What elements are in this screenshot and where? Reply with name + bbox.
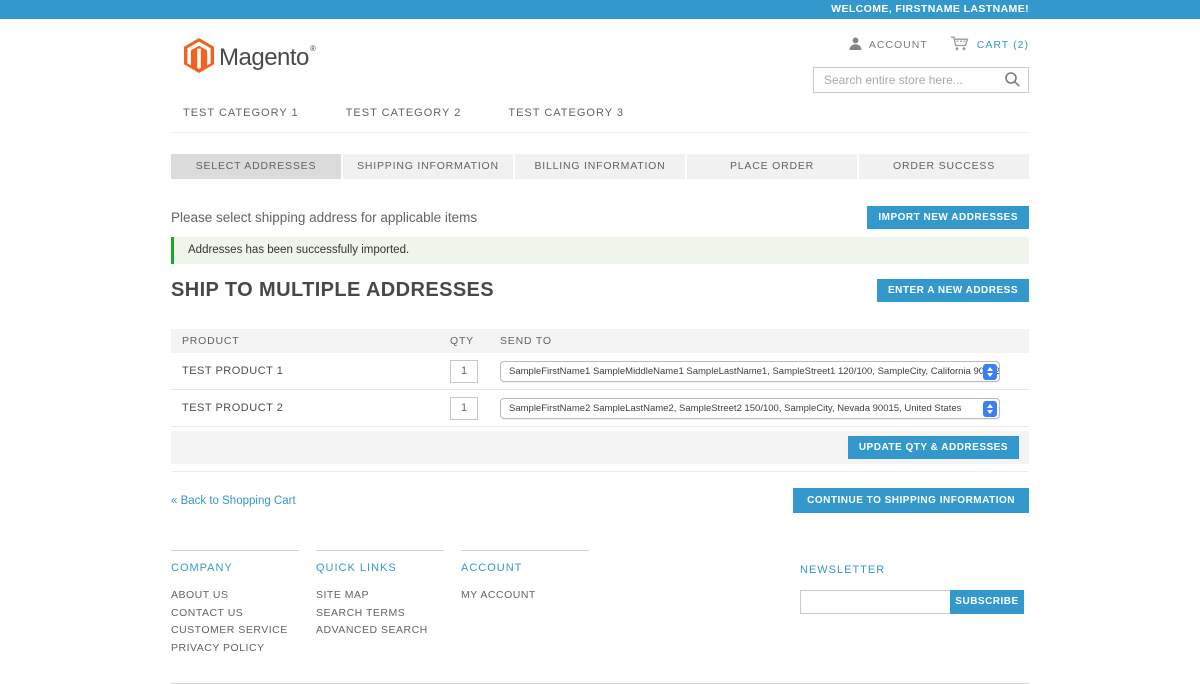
footer-link-search-terms[interactable]: SEARCH TERMS [316, 606, 406, 619]
footer-link-contact-us[interactable]: CONTACT US [171, 606, 244, 619]
footer-link-advanced-search[interactable]: ADVANCED SEARCH [316, 624, 428, 636]
footer-column-quick-links: QUICK LINKS SITE MAP SEARCH TERMS ADVANC… [316, 550, 444, 657]
select-stepper-icon [983, 400, 997, 417]
svg-text:®: ® [310, 44, 316, 53]
footer-column-title: COMPANY [171, 562, 233, 574]
cart-count: (2) [1013, 38, 1029, 51]
product-name: TEST PRODUCT 2 [182, 402, 284, 414]
welcome-message: WELCOME, FIRSTNAME LASTNAME! [831, 3, 1029, 15]
footer-link-about-us[interactable]: ABOUT US [171, 589, 229, 601]
magento-logo-icon: Magento ® [182, 37, 328, 82]
footer-link-my-account[interactable]: MY ACCOUNT [461, 589, 536, 601]
checkout-steps: SELECT ADDRESSES SHIPPING INFORMATION BI… [171, 154, 1029, 179]
step-billing-information: BILLING INFORMATION [515, 154, 685, 179]
step-shipping-information: SHIPPING INFORMATION [343, 154, 513, 179]
table-footer-band: UPDATE QTY & ADDRESSES [171, 431, 1029, 464]
update-qty-addresses-button[interactable]: UPDATE QTY & ADDRESSES [847, 436, 1019, 459]
enter-new-address-button[interactable]: ENTER A NEW ADDRESS [876, 278, 1029, 302]
column-header-product: PRODUCT [182, 335, 240, 347]
newsletter-title: NEWSLETTER [800, 564, 886, 576]
magento-logo[interactable]: Magento ® [182, 37, 328, 93]
bottom-actions: « Back to Shopping Cart CONTINUE TO SHIP… [171, 471, 1029, 513]
product-name: TEST PRODUCT 1 [182, 365, 284, 377]
continue-to-shipping-button[interactable]: CONTINUE TO SHIPPING INFORMATION [793, 488, 1029, 513]
send-to-address-select[interactable]: SampleFirstName2 SampleLastName2, Sample… [500, 397, 1000, 419]
table-row: TEST PRODUCT 1 SampleFirstName1 SampleMi… [171, 353, 1029, 390]
welcome-topbar: WELCOME, FIRSTNAME LASTNAME! [0, 0, 1200, 19]
category-nav: TEST CATEGORY 1 TEST CATEGORY 2 TEST CAT… [171, 93, 1029, 133]
send-to-address-select[interactable]: SampleFirstName1 SampleMiddleName1 Sampl… [500, 360, 1000, 382]
newsletter-email-input[interactable] [800, 590, 950, 614]
step-place-order: PLACE ORDER [687, 154, 857, 179]
step-order-success: ORDER SUCCESS [859, 154, 1029, 179]
address-toolbar: Please select shipping address for appli… [171, 206, 1029, 229]
cart-link[interactable]: CART (2) [950, 36, 1029, 54]
cart-icon [950, 36, 970, 54]
title-row: SHIP TO MULTIPLE ADDRESSES ENTER A NEW A… [171, 274, 1029, 306]
nav-item-test-category-3[interactable]: TEST CATEGORY 3 [508, 107, 625, 119]
column-header-qty: QTY [450, 335, 474, 347]
instruction-text: Please select shipping address for appli… [171, 210, 478, 225]
page-title: SHIP TO MULTIPLE ADDRESSES [171, 278, 495, 301]
page-header: Magento ® ACCOUNT [171, 36, 1029, 93]
footer-link-privacy-policy[interactable]: PRIVACY POLICY [171, 641, 265, 654]
select-stepper-icon [983, 363, 997, 380]
footer-link-customer-service[interactable]: CUSTOMER SERVICE [171, 624, 288, 636]
search-input[interactable] [813, 67, 1029, 93]
subscribe-button[interactable]: SUBSCRIBE [950, 590, 1024, 614]
cart-label: CART [976, 38, 1010, 51]
column-header-send-to: SEND TO [500, 335, 552, 347]
footer-link-site-map[interactable]: SITE MAP [316, 589, 370, 601]
addresses-table: PRODUCT QTY SEND TO TEST PRODUCT 1 Sampl… [171, 329, 1029, 464]
qty-input[interactable] [450, 396, 478, 420]
footer-column-account: ACCOUNT MY ACCOUNT [461, 550, 589, 657]
footer-column-title: QUICK LINKS [316, 562, 397, 574]
step-select-addresses: SELECT ADDRESSES [171, 154, 341, 179]
selected-address: SampleFirstName2 SampleLastName2, Sample… [509, 402, 962, 414]
table-row: TEST PRODUCT 2 SampleFirstName2 SampleLa… [171, 390, 1029, 427]
account-label: ACCOUNT [868, 38, 928, 51]
nav-item-test-category-1[interactable]: TEST CATEGORY 1 [183, 107, 299, 119]
success-message: Addresses has been successfully imported… [171, 237, 1029, 264]
back-to-cart-link[interactable]: « Back to Shopping Cart [171, 494, 296, 507]
selected-address: SampleFirstName1 SampleMiddleName1 Sampl… [509, 365, 999, 377]
account-icon [849, 37, 862, 53]
page-footer: COMPANY ABOUT US CONTACT US CUSTOMER SER… [171, 550, 1029, 657]
account-link[interactable]: ACCOUNT [849, 37, 928, 53]
search-icon[interactable] [1004, 71, 1021, 93]
footer-column-title: ACCOUNT [461, 562, 523, 574]
nav-item-test-category-2[interactable]: TEST CATEGORY 2 [345, 107, 462, 119]
table-header-row: PRODUCT QTY SEND TO [171, 329, 1029, 353]
footer-column-company: COMPANY ABOUT US CONTACT US CUSTOMER SER… [171, 550, 299, 657]
qty-input[interactable] [450, 359, 478, 383]
svg-text:Magento: Magento [219, 44, 309, 71]
newsletter-block: NEWSLETTER SUBSCRIBE [800, 550, 1029, 657]
import-new-addresses-button[interactable]: IMPORT NEW ADDRESSES [867, 206, 1029, 229]
search-box [813, 67, 1029, 93]
